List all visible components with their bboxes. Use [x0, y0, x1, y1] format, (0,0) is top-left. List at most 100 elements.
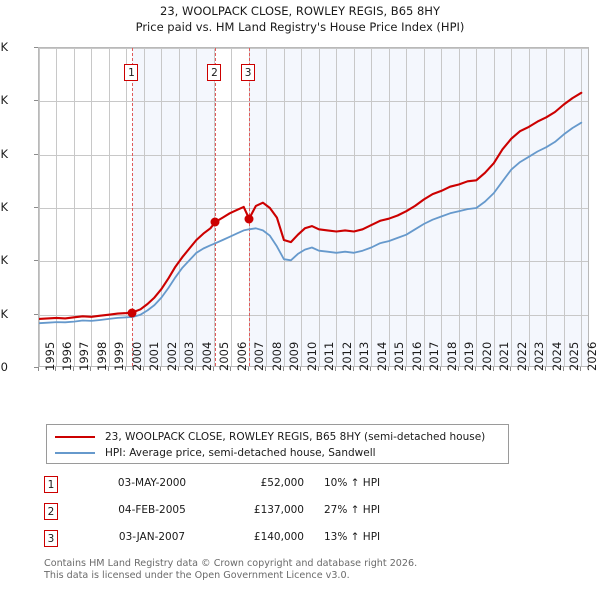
event-line-1 — [132, 48, 134, 366]
gridline-vertical — [581, 48, 582, 366]
transaction-hpi-delta: 13% ↑ HPI — [324, 531, 381, 543]
x-axis-tick-mark — [545, 367, 546, 371]
title-line-1: 23, WOOLPACK CLOSE, ROWLEY REGIS, B65 8H… — [160, 4, 440, 18]
x-axis-tick-mark — [178, 367, 179, 371]
gridline-vertical — [511, 48, 512, 366]
x-axis-tick-mark — [405, 367, 406, 371]
x-axis-tick-mark — [335, 367, 336, 371]
gridline-horizontal — [39, 261, 588, 262]
transaction-hpi-delta: 27% ↑ HPI — [324, 504, 381, 516]
gridline-vertical — [494, 48, 495, 366]
chart-title: 23, WOOLPACK CLOSE, ROWLEY REGIS, B65 8H… — [0, 3, 600, 35]
gridline-horizontal — [39, 208, 588, 209]
x-axis-tick-mark — [423, 367, 424, 371]
gridline-vertical — [196, 48, 197, 366]
gridline-horizontal — [39, 101, 588, 102]
event-marker-1[interactable]: 1 — [124, 64, 139, 81]
x-axis-tick-mark — [248, 367, 249, 371]
gridline-vertical — [336, 48, 337, 366]
transaction-price: £137,000 — [253, 504, 304, 516]
y-axis-tick-mark — [34, 47, 38, 48]
event-marker-3[interactable]: 3 — [241, 64, 256, 81]
transaction-table: 1 03-MAY-2000 £52,000 10% ↑ HPI 2 04-FEB-2005… — [44, 473, 444, 554]
gridline-vertical — [161, 48, 162, 366]
transaction-number-badge[interactable]: 2 — [44, 503, 58, 520]
y-axis-tick-mark — [34, 313, 38, 315]
y-axis-tick-label: £50K — [0, 306, 8, 321]
gridline-vertical — [74, 48, 75, 366]
x-axis-tick-label: 1996 — [59, 341, 74, 371]
gridline-vertical — [546, 48, 547, 366]
footer-attribution: Contains HM Land Registry data © Crown c… — [44, 558, 564, 581]
gridline-vertical — [144, 48, 145, 366]
gridline-vertical — [214, 48, 215, 366]
x-axis-tick-label: 1998 — [94, 341, 109, 371]
x-axis-tick-label: 2014 — [374, 341, 389, 371]
x-axis-tick-mark — [318, 367, 319, 371]
footer-line-2: This data is licensed under the Open Gov… — [44, 569, 350, 581]
gridline-vertical — [109, 48, 110, 366]
gridline-vertical — [406, 48, 407, 366]
transaction-number-badge[interactable]: 1 — [44, 476, 58, 493]
gridline-vertical — [231, 48, 232, 366]
footer-line-1: Contains HM Land Registry data © Crown c… — [44, 558, 418, 569]
y-axis-tick-label: £0 — [0, 360, 8, 374]
y-axis-tick-label: £250K — [0, 93, 8, 108]
x-axis-tick-label: 2018 — [444, 341, 459, 371]
y-axis-tick-mark — [34, 367, 38, 368]
gridline-vertical — [301, 48, 302, 366]
legend-swatch-price-paid — [55, 436, 95, 438]
y-axis-tick-mark — [34, 207, 38, 208]
sale-point-2 — [210, 217, 220, 227]
legend-swatch-hpi — [55, 452, 95, 454]
event-line-3 — [249, 48, 251, 366]
transaction-price: £140,000 — [253, 531, 304, 543]
event-marker-2[interactable]: 2 — [207, 64, 222, 81]
series-line-hpi — [39, 121, 583, 325]
plot-area — [38, 47, 589, 367]
y-axis-tick-mark — [34, 100, 38, 102]
x-axis-tick-mark — [195, 367, 196, 371]
transaction-number-badge[interactable]: 3 — [44, 530, 58, 547]
x-axis-tick-label: 2024 — [549, 341, 564, 371]
x-axis-tick-label: 2020 — [479, 341, 494, 371]
x-axis-tick-label: 2000 — [129, 341, 144, 371]
x-axis-tick-mark — [90, 367, 91, 371]
x-axis-tick-mark — [55, 367, 56, 371]
x-axis-tick-mark — [458, 367, 459, 371]
gridline-vertical — [424, 48, 425, 366]
sale-point-3 — [244, 214, 254, 224]
gridline-horizontal — [39, 315, 588, 316]
x-axis-tick-mark — [230, 367, 231, 371]
chart-legend: 23, WOOLPACK CLOSE, ROWLEY REGIS, B65 8H… — [46, 424, 509, 464]
y-axis-tick-label: £150K — [0, 200, 8, 214]
gridline-vertical — [459, 48, 460, 366]
x-axis-tick-mark — [160, 367, 161, 371]
x-axis-tick-mark — [143, 367, 144, 371]
y-axis-tick-label: £300K — [0, 40, 8, 54]
transaction-date: 03-JAN-2007 — [118, 531, 186, 543]
gridline-vertical — [529, 48, 530, 366]
y-axis-tick-label: £100K — [0, 253, 8, 268]
gridline-vertical — [371, 48, 372, 366]
gridline-vertical — [56, 48, 57, 366]
gridline-vertical — [284, 48, 285, 366]
legend-item-hpi: HPI: Average price, semi-detached house,… — [55, 445, 500, 461]
y-axis-tick-label: £200K — [0, 146, 8, 161]
title-line-2: Price paid vs. HM Land Registry's House … — [135, 20, 465, 34]
table-row: 1 03-MAY-2000 £52,000 10% ↑ HPI — [44, 473, 444, 500]
gridline-vertical — [441, 48, 442, 366]
x-axis-tick-mark — [300, 367, 301, 371]
y-axis-tick-mark — [34, 153, 38, 155]
x-axis-tick-mark — [510, 367, 511, 371]
gridline-vertical — [179, 48, 180, 366]
gridline-vertical — [126, 48, 127, 366]
gridline-horizontal — [39, 155, 588, 156]
x-axis-tick-label: 2022 — [514, 341, 529, 371]
x-axis-tick-mark — [125, 367, 126, 371]
gridline-vertical — [91, 48, 92, 366]
table-row: 3 03-JAN-2007 £140,000 13% ↑ HPI — [44, 527, 444, 554]
x-axis-tick-mark — [370, 367, 371, 371]
gridline-vertical — [39, 48, 40, 366]
